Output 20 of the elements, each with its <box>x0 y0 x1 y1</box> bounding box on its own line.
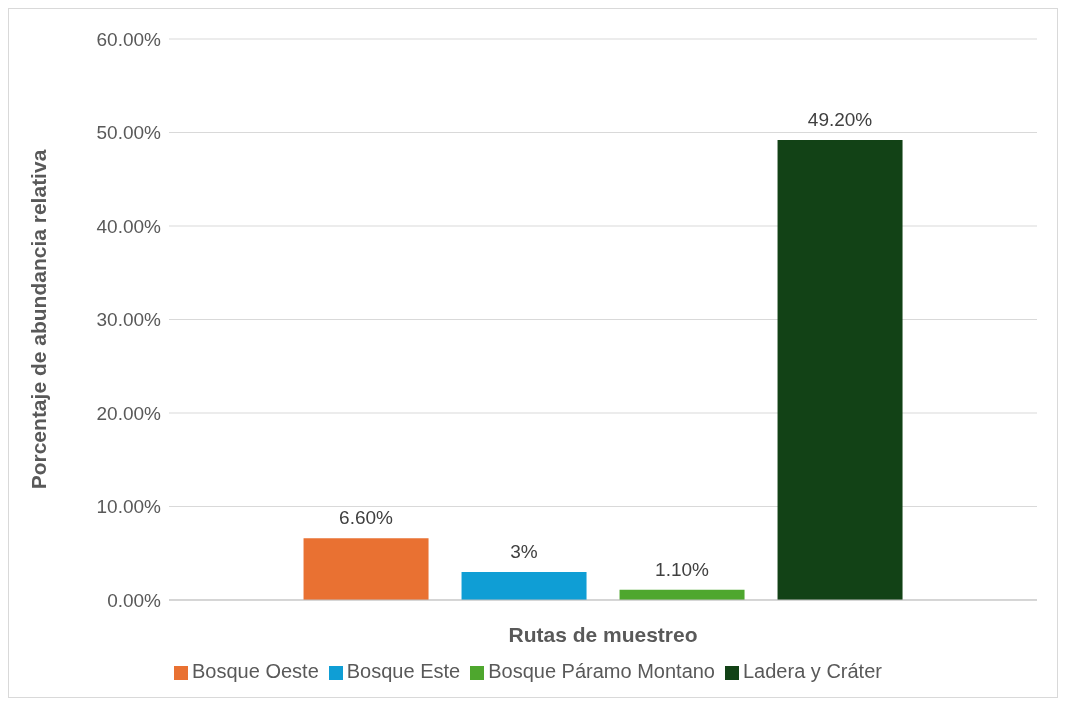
data-label: 6.60% <box>339 507 394 529</box>
legend-label: Ladera y Cráter <box>743 660 882 682</box>
y-tick-label: 0.00% <box>107 589 162 611</box>
y-tick-label: 50.00% <box>96 122 162 144</box>
bar <box>461 571 587 600</box>
y-tick-label: 20.00% <box>96 402 162 424</box>
legend-label: Bosque Oeste <box>192 660 319 682</box>
bar <box>303 538 429 600</box>
x-axis-title: Rutas de muestreo <box>508 623 698 646</box>
data-label: 49.20% <box>807 108 873 130</box>
y-axis-title: Porcentaje de abundancia relativa <box>27 149 51 490</box>
y-tick-label: 60.00% <box>96 28 162 50</box>
legend-label: Bosque Páramo Montano <box>488 660 715 682</box>
y-tick-label: 30.00% <box>96 309 162 331</box>
bar <box>777 139 903 600</box>
y-tick-label: 40.00% <box>96 215 162 237</box>
data-label: 3% <box>510 540 538 562</box>
legend-label: Bosque Este <box>346 660 461 682</box>
y-tick-label: 10.00% <box>96 496 162 518</box>
data-label: 1.10% <box>655 558 710 580</box>
